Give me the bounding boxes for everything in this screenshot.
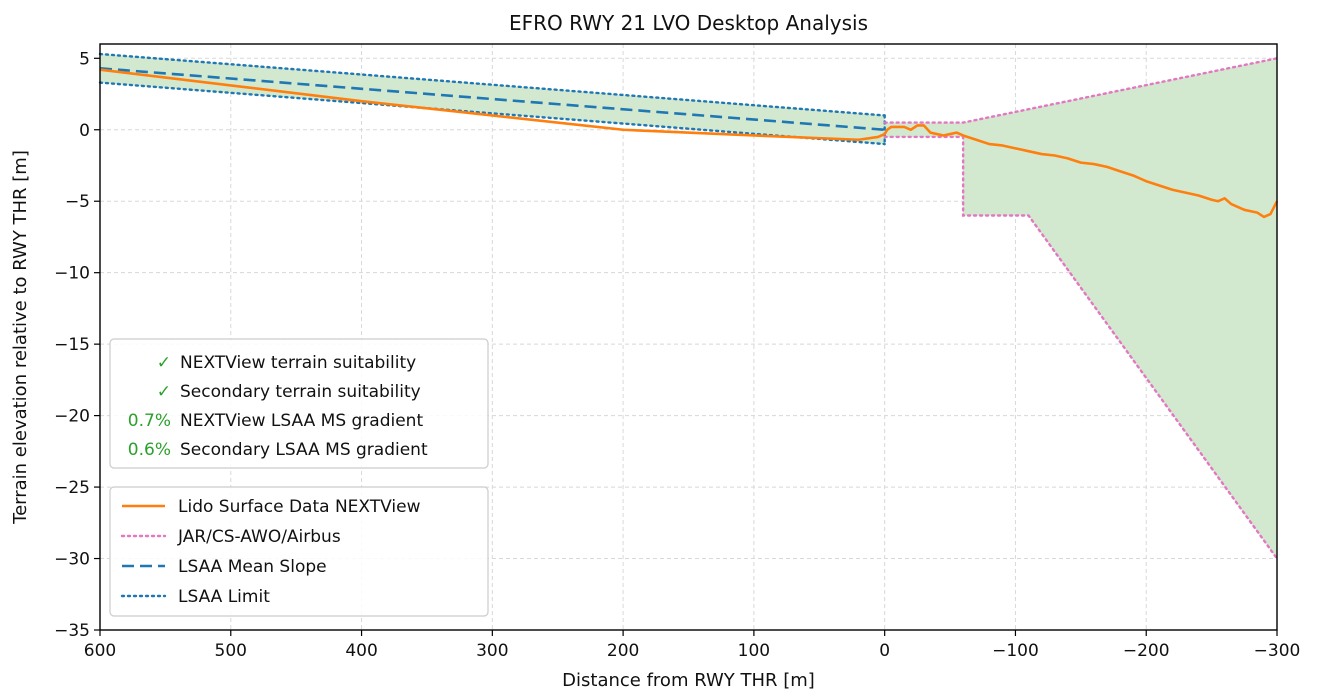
annotation-text: Secondary LSAA MS gradient xyxy=(180,440,428,460)
series-lines xyxy=(98,52,1279,560)
x-axis-label: Distance from RWY THR [m] xyxy=(562,670,815,691)
y-tick-label: −20 xyxy=(54,407,90,427)
y-tick-label: 0 xyxy=(79,121,90,141)
x-tick-label: 600 xyxy=(84,641,116,661)
lsaa-limit-lower-line xyxy=(98,81,886,146)
annotation-text: Secondary terrain suitability xyxy=(180,382,421,402)
y-tick-label: −25 xyxy=(54,478,90,498)
x-axis-ticks: 600 500 400 300 200 100 0 −100 −200 −300 xyxy=(84,630,1301,661)
x-tick-label: 200 xyxy=(607,641,639,661)
annotation-mark: 0.6% xyxy=(128,440,171,460)
annotation-mark: 0.7% xyxy=(128,411,171,431)
y-tick-label: −10 xyxy=(54,264,90,284)
legend-label: LSAA Mean Slope xyxy=(178,557,327,577)
envelope-fills xyxy=(100,54,1277,559)
lido-surface-line xyxy=(99,68,1279,219)
suitability-annotation-box: ✓ NEXTView terrain suitability ✓ Secondary … xyxy=(109,338,489,469)
x-tick-label: −100 xyxy=(992,641,1039,661)
legend-label: LSAA Limit xyxy=(178,587,270,607)
jar-upper-line xyxy=(883,57,1279,124)
jar-envelope-fill xyxy=(884,58,1277,559)
x-tick-label: −300 xyxy=(1254,641,1301,661)
x-tick-label: 400 xyxy=(345,641,377,661)
annotation-text: NEXTView terrain suitability xyxy=(180,353,416,373)
annotation-text: NEXTView LSAA MS gradient xyxy=(180,411,423,431)
plot-frame xyxy=(99,43,1278,631)
annotation-mark: ✓ xyxy=(157,353,171,373)
y-axis-ticks: 5 0 −5 −10 −15 −20 −25 −30 −35 xyxy=(54,49,100,641)
lsaa-limit-fill xyxy=(100,54,885,145)
y-tick-label: −15 xyxy=(54,335,90,355)
lsaa-limit-upper-line xyxy=(98,52,886,117)
annotation-mark: ✓ xyxy=(157,382,171,402)
annotation-box-frame xyxy=(109,338,489,469)
x-tick-label: 500 xyxy=(215,641,247,661)
y-tick-label: 5 xyxy=(79,49,90,69)
y-tick-label: −5 xyxy=(65,192,90,212)
y-tick-label: −30 xyxy=(54,550,90,570)
legend-frame xyxy=(109,486,489,617)
chart-title: EFRO RWY 21 LVO Desktop Analysis xyxy=(509,11,868,35)
legend-label: Lido Surface Data NEXTView xyxy=(178,497,421,517)
x-tick-label: 100 xyxy=(738,641,770,661)
y-tick-label: −35 xyxy=(54,621,90,641)
y-axis-label: Terrain elevation relative to RWY THR [m… xyxy=(10,150,31,525)
legend-label: JAR/CS-AWO/Airbus xyxy=(177,527,341,547)
lsaa-mean-slope-line xyxy=(99,67,885,132)
x-tick-label: 300 xyxy=(476,641,508,661)
jar-lower-line xyxy=(883,135,1279,560)
legend: Lido Surface Data NEXTView JAR/CS-AWO/Air… xyxy=(109,486,489,617)
x-tick-label: −200 xyxy=(1123,641,1170,661)
x-tick-label: 0 xyxy=(879,641,890,661)
